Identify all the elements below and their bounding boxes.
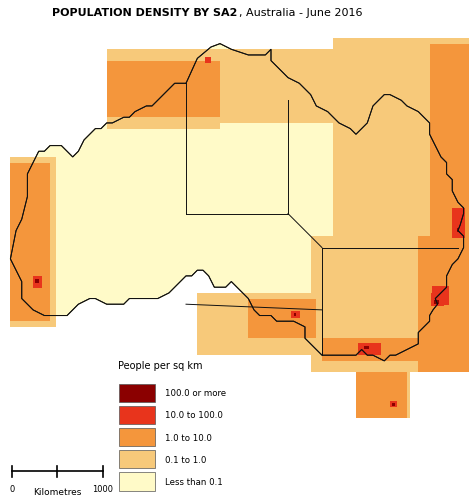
- Polygon shape: [333, 39, 469, 237]
- Polygon shape: [452, 208, 465, 239]
- Polygon shape: [33, 277, 42, 289]
- Polygon shape: [220, 50, 333, 124]
- Text: 100.0 or more: 100.0 or more: [165, 388, 227, 397]
- Polygon shape: [431, 293, 444, 307]
- Polygon shape: [362, 367, 410, 418]
- Text: , Australia - June 2016: , Australia - June 2016: [239, 8, 363, 18]
- Polygon shape: [365, 346, 369, 349]
- Bar: [118, 384, 155, 402]
- Polygon shape: [358, 343, 381, 356]
- Polygon shape: [310, 237, 469, 372]
- Text: 10.0 to 100.0: 10.0 to 100.0: [165, 410, 223, 419]
- Polygon shape: [107, 50, 220, 129]
- Polygon shape: [10, 158, 56, 327]
- Polygon shape: [107, 62, 220, 118]
- Polygon shape: [434, 301, 439, 305]
- Polygon shape: [10, 45, 464, 361]
- Polygon shape: [248, 299, 316, 339]
- Polygon shape: [418, 237, 469, 372]
- Polygon shape: [429, 45, 469, 237]
- Text: 1.0 to 10.0: 1.0 to 10.0: [165, 433, 212, 442]
- Text: POPULATION DENSITY BY SA2: POPULATION DENSITY BY SA2: [52, 8, 237, 18]
- Polygon shape: [392, 403, 395, 406]
- Polygon shape: [36, 280, 39, 283]
- Bar: [118, 428, 155, 446]
- Bar: [118, 406, 155, 424]
- Polygon shape: [432, 287, 449, 306]
- Polygon shape: [322, 339, 424, 361]
- Bar: [118, 472, 155, 490]
- Polygon shape: [294, 314, 296, 316]
- Text: 0: 0: [9, 484, 15, 492]
- Polygon shape: [457, 229, 459, 232]
- Text: 1000: 1000: [92, 484, 114, 492]
- Text: People per sq km: People per sq km: [118, 360, 203, 370]
- Polygon shape: [356, 372, 407, 418]
- Text: 0.1 to 1.0: 0.1 to 1.0: [165, 455, 207, 464]
- Bar: [118, 450, 155, 468]
- Text: Kilometres: Kilometres: [34, 487, 82, 496]
- Polygon shape: [292, 312, 301, 318]
- Polygon shape: [197, 293, 333, 356]
- Polygon shape: [205, 58, 211, 64]
- Polygon shape: [10, 163, 50, 322]
- Polygon shape: [390, 401, 397, 407]
- Text: Less than 0.1: Less than 0.1: [165, 477, 223, 486]
